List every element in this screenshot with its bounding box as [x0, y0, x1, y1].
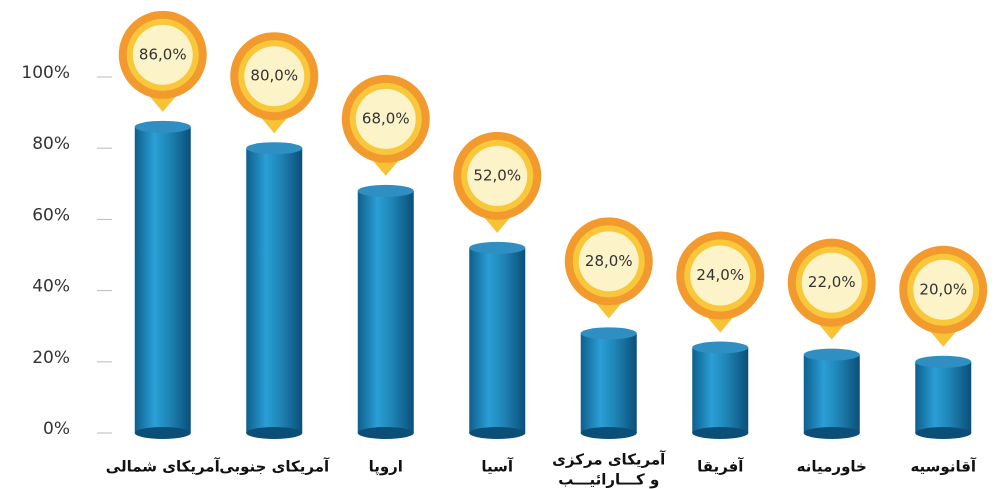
- pin-inner: [132, 24, 193, 85]
- bar-top: [580, 327, 637, 340]
- bar-bottom: [803, 427, 860, 439]
- bar-top: [469, 241, 526, 254]
- bar-bottom: [580, 427, 637, 439]
- bar: [915, 361, 972, 433]
- bar-group: 28,0%: [564, 217, 653, 439]
- x-tick-label: و کـــارائیـــب: [558, 471, 659, 489]
- bar-bottom: [357, 427, 414, 439]
- bar: [134, 126, 191, 433]
- x-tick-label: آفریقا: [697, 458, 744, 476]
- bar-bottom: [246, 427, 303, 439]
- y-tick-label: 100%: [21, 63, 70, 83]
- x-tick-label: آسیا: [481, 458, 514, 476]
- bar: [357, 190, 414, 433]
- pin-inner: [578, 231, 639, 292]
- x-tick-label: آمریکای شمالی: [106, 458, 221, 476]
- pin-inner: [913, 259, 974, 320]
- bar-bottom: [469, 427, 526, 439]
- value-label: 52,0%: [473, 166, 521, 184]
- bar-group: 24,0%: [676, 231, 765, 439]
- pin-inner: [690, 245, 751, 306]
- value-label: 68,0%: [362, 109, 410, 127]
- bar-top: [692, 341, 749, 354]
- bar-bottom: [915, 427, 972, 439]
- bar-bottom: [692, 427, 749, 439]
- pin-inner: [801, 252, 862, 313]
- bar: [469, 247, 526, 433]
- x-tick-label: آمریکای جنوبی: [219, 458, 330, 476]
- bar-group: 52,0%: [453, 131, 542, 439]
- y-tick-label: 20%: [32, 348, 70, 368]
- bar: [803, 354, 860, 433]
- bar: [692, 347, 749, 433]
- bar-group: 86,0%: [118, 10, 207, 439]
- x-tick-label: خاورمیانه: [797, 458, 867, 476]
- bar: [246, 148, 303, 433]
- bar-group: 20,0%: [899, 245, 988, 439]
- y-tick-label: 0%: [43, 419, 70, 439]
- value-label: 24,0%: [696, 266, 744, 284]
- y-tick-label: 80%: [32, 134, 70, 154]
- value-label: 28,0%: [585, 252, 633, 270]
- bar-group: 68,0%: [341, 74, 430, 439]
- value-label: 80,0%: [250, 67, 298, 85]
- y-tick-label: 60%: [32, 205, 70, 225]
- bar-top: [357, 184, 414, 197]
- pin-inner: [355, 88, 416, 149]
- bar-top: [134, 120, 191, 133]
- x-tick-label: آمریکای مرکزی: [552, 451, 666, 469]
- bar-group: 22,0%: [787, 238, 876, 439]
- x-tick-label: اروپا: [369, 458, 403, 477]
- value-label: 86,0%: [139, 45, 187, 63]
- bar: [580, 333, 637, 433]
- pin-inner: [244, 46, 305, 107]
- bar-top: [246, 142, 303, 155]
- bar-top: [803, 348, 860, 361]
- value-label: 20,0%: [919, 280, 967, 298]
- bar-bottom: [134, 427, 191, 439]
- x-tick-label: آقانوسیه: [910, 458, 976, 476]
- value-label: 22,0%: [808, 273, 856, 291]
- pin-inner: [467, 145, 528, 206]
- y-tick-label: 40%: [32, 277, 70, 297]
- bar-group: 80,0%: [230, 32, 319, 439]
- bar-top: [915, 355, 972, 368]
